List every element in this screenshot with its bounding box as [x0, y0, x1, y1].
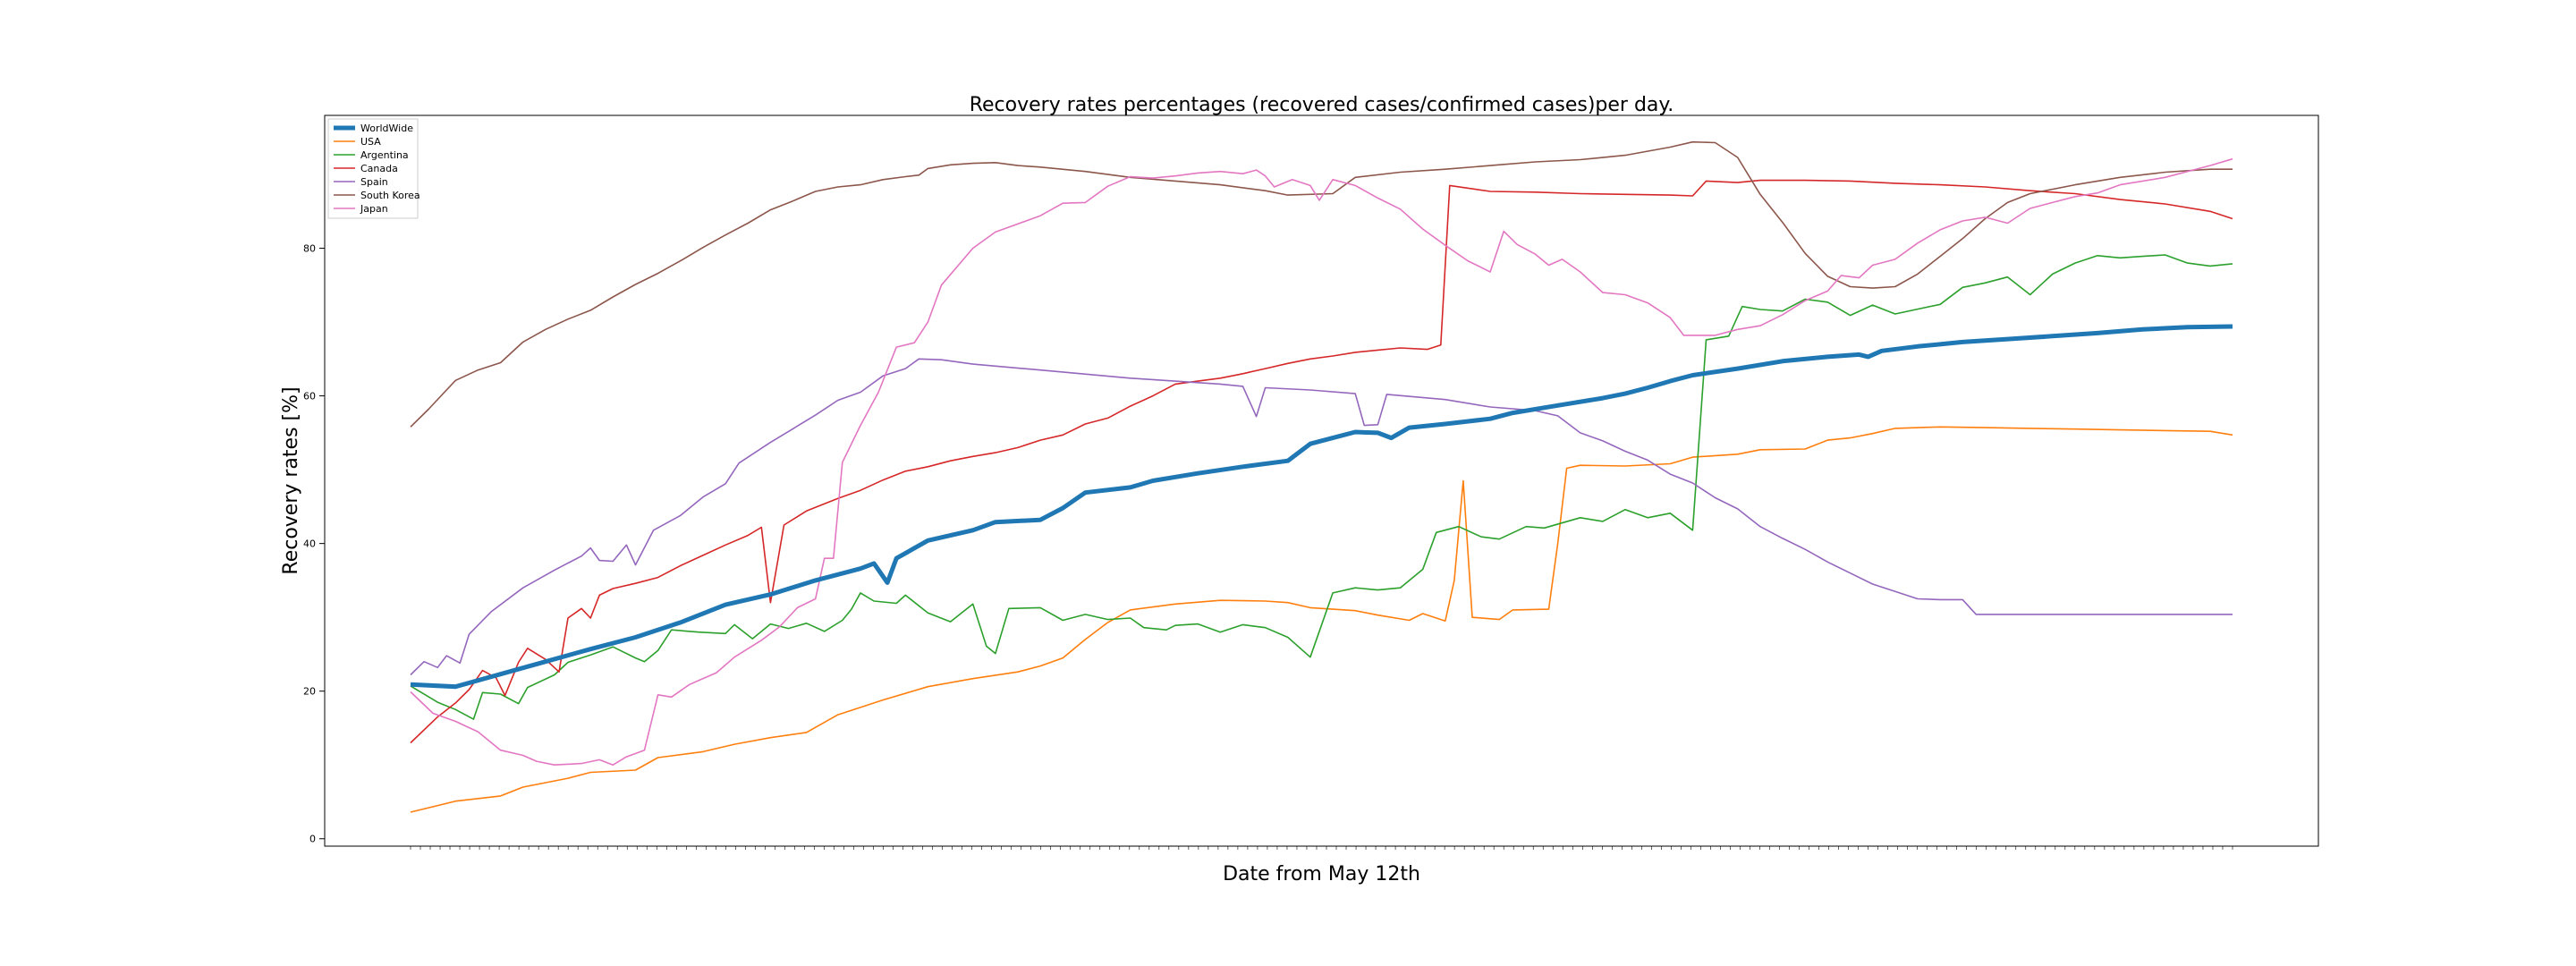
y-tick-label: 60	[303, 391, 316, 402]
series-line-usa	[410, 426, 2233, 813]
legend-label-canada: Canada	[360, 163, 398, 174]
series-line-spain	[410, 358, 2233, 676]
y-axis-ticks: 0 20 40 60 80	[303, 243, 325, 845]
y-axis-label: Recovery rates [%]	[280, 386, 302, 574]
series-layer	[410, 140, 2233, 813]
y-tick-label: 0	[309, 834, 316, 845]
legend-label-spain: Spain	[360, 176, 388, 188]
series-line-argentina	[410, 254, 2233, 720]
legend-label-usa: USA	[360, 136, 381, 148]
x-axis-ticks	[410, 846, 2233, 850]
series-line-worldwide	[410, 324, 2233, 690]
legend-label-south-korea: South Korea	[360, 190, 420, 201]
legend-label-japan: Japan	[360, 203, 388, 215]
series-line-canada	[410, 179, 2233, 744]
y-tick-label: 40	[303, 538, 316, 550]
legend-label-worldwide: WorldWide	[360, 123, 413, 134]
plot-frame	[324, 114, 2319, 847]
y-tick-label: 80	[303, 243, 316, 255]
series-line-south-korea	[410, 140, 2233, 428]
series-line-japan	[410, 157, 2233, 766]
y-tick-label: 20	[303, 686, 316, 698]
legend-label-argentina: Argentina	[360, 149, 409, 161]
x-axis-label: Date from May 12th	[1223, 863, 1420, 886]
chart-title: Recovery rates percentages (recovered ca…	[970, 94, 1674, 116]
